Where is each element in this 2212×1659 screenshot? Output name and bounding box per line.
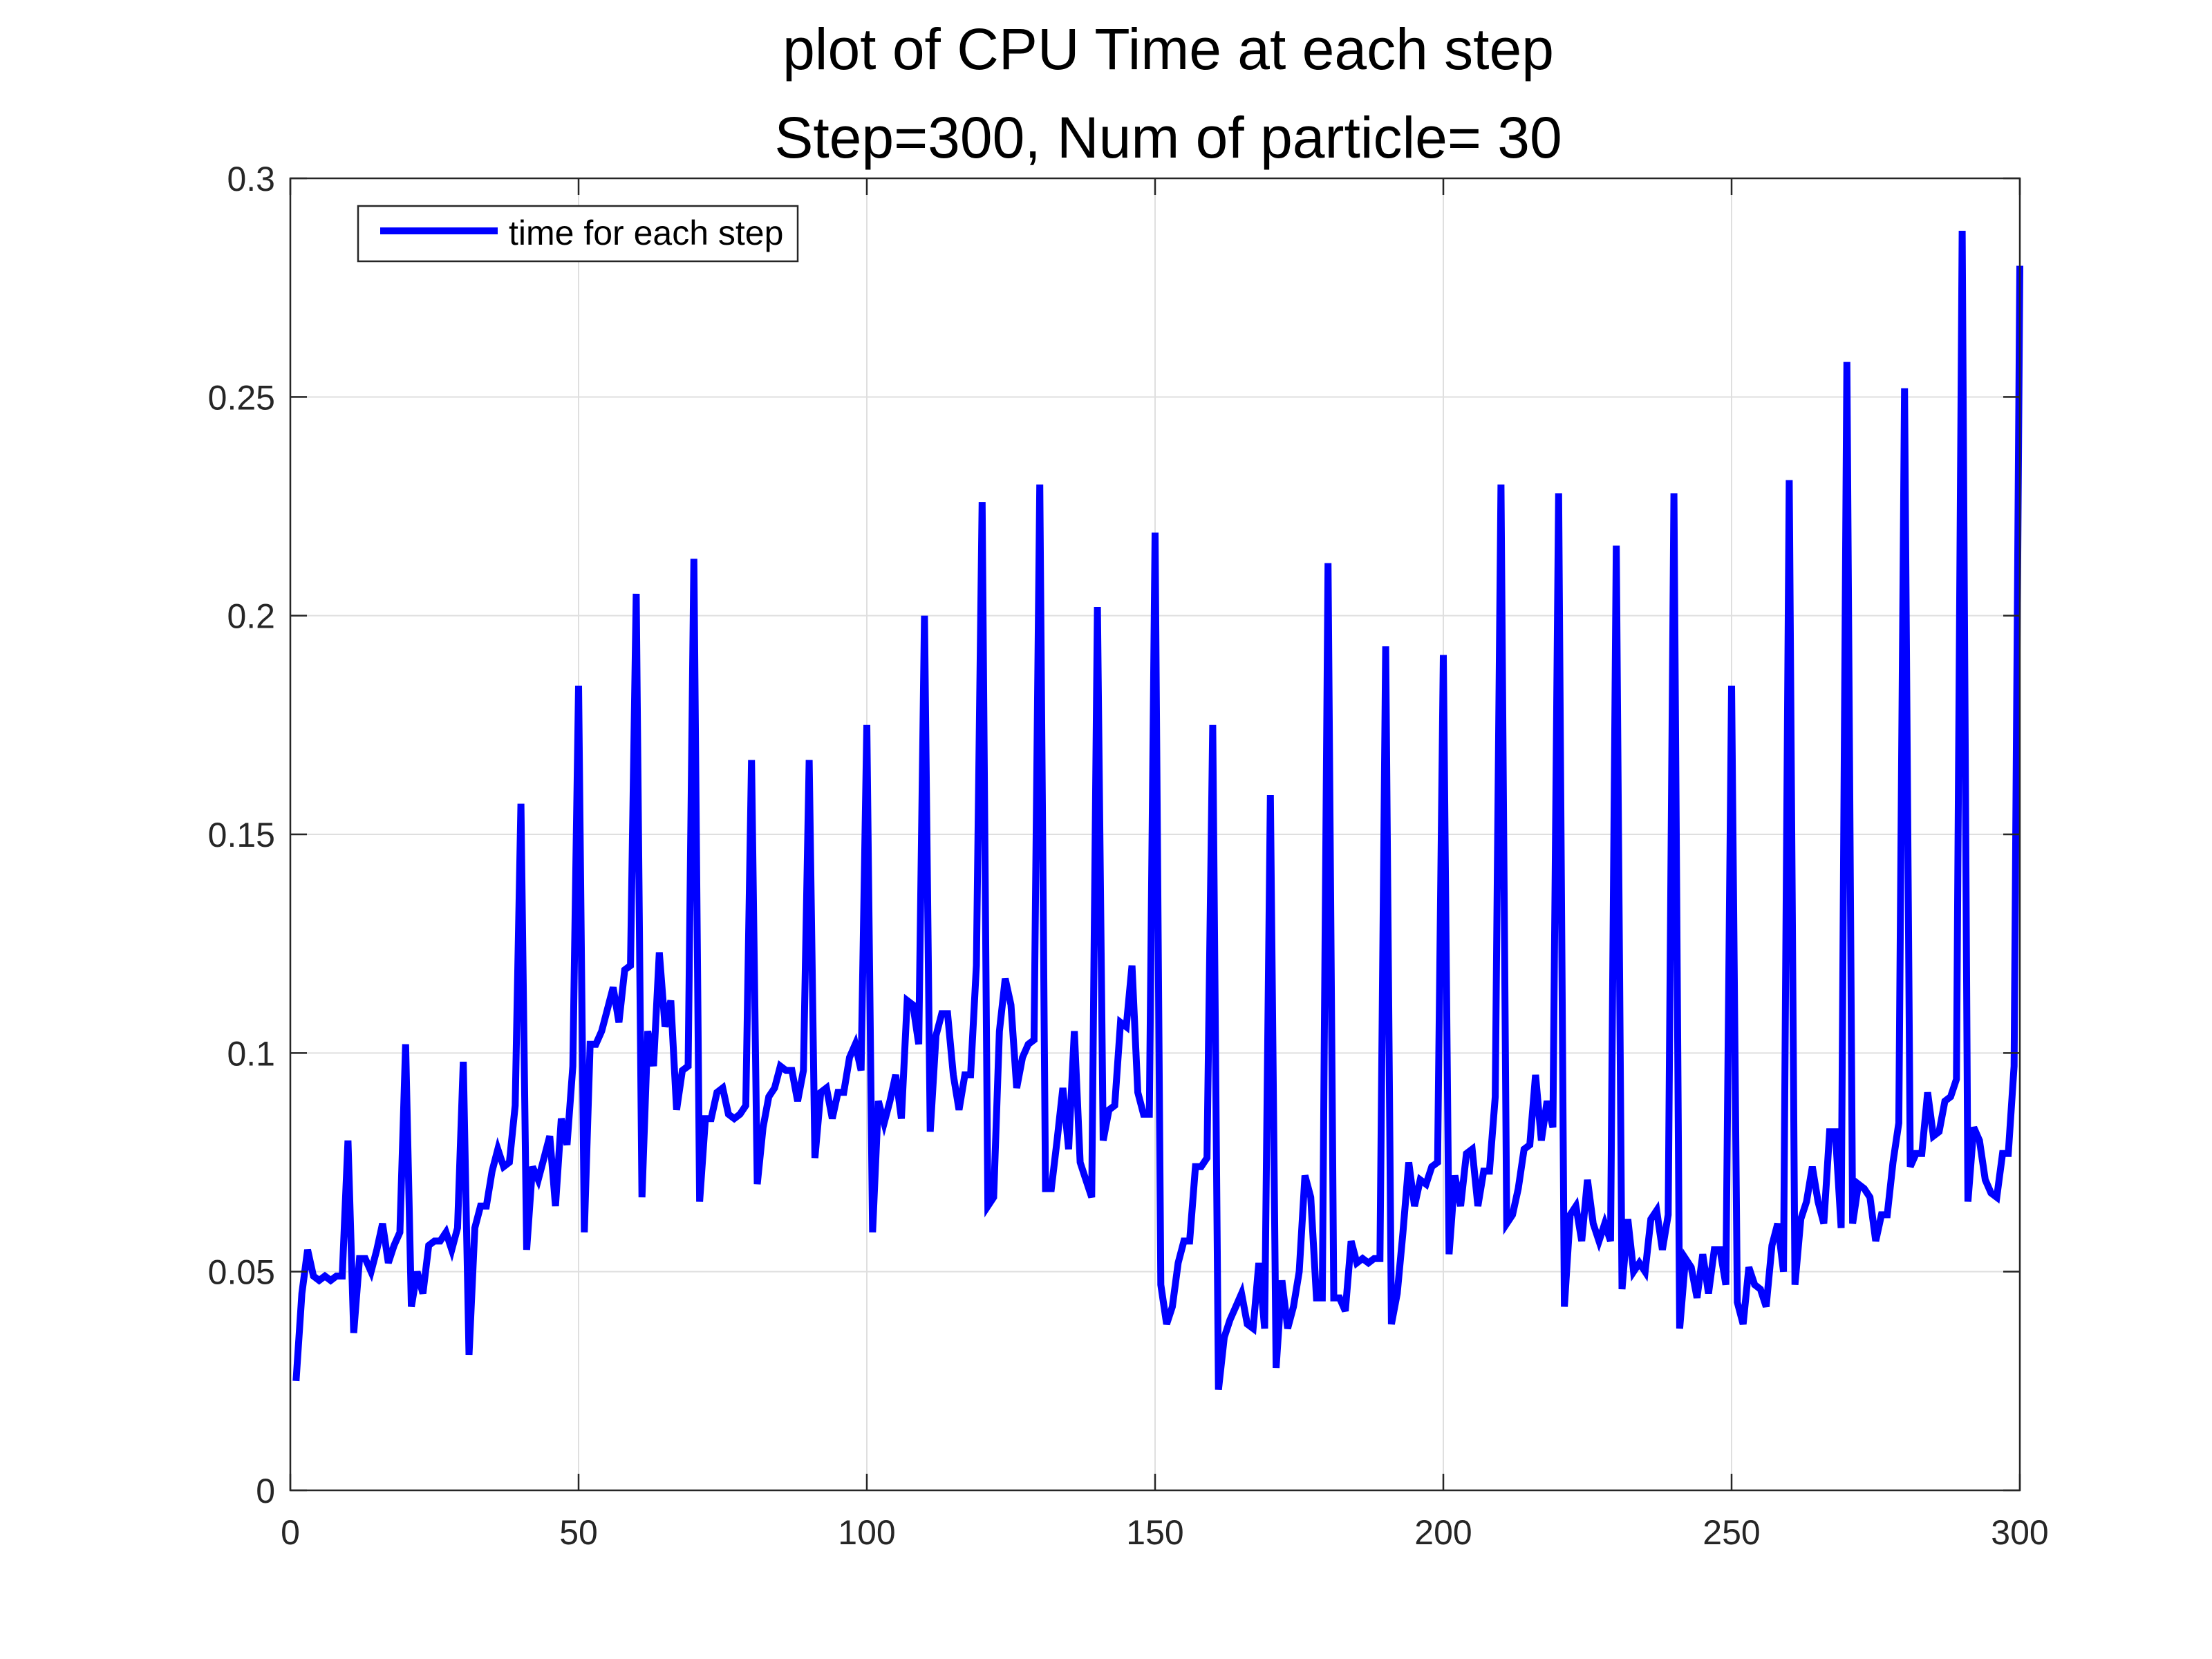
series-line-time-for-each-step <box>292 230 2023 1391</box>
series-layer <box>292 230 2023 1391</box>
x-tick-label: 300 <box>1991 1513 2048 1552</box>
x-tick-label: 250 <box>1703 1513 1760 1552</box>
x-tick-label: 100 <box>838 1513 895 1552</box>
y-tick-label: 0 <box>256 1472 275 1510</box>
y-tick-label: 0.2 <box>227 597 275 636</box>
x-tick-label: 150 <box>1126 1513 1183 1552</box>
ticks: 0 50 100 150 200 250 300 0 0.05 0.1 0.15 0.2 0.25 0.3 <box>208 160 2049 1552</box>
y-tick-label: 0.1 <box>227 1034 275 1073</box>
y-tick-label: 0.25 <box>208 378 275 417</box>
y-tick-label: 0.3 <box>227 160 275 198</box>
y-tick-label: 0.05 <box>208 1253 275 1292</box>
x-tick-label: 0 <box>281 1513 300 1552</box>
chart-subtitle: Step=300, Num of particle= 30 <box>774 105 1562 170</box>
legend: time for each step <box>357 205 799 263</box>
x-tick-label: 200 <box>1414 1513 1472 1552</box>
chart-title: plot of CPU Time at each step <box>782 17 1554 82</box>
legend-label: time for each step <box>509 214 783 252</box>
y-tick-label: 0.15 <box>208 816 275 854</box>
x-tick-label: 50 <box>559 1513 598 1552</box>
